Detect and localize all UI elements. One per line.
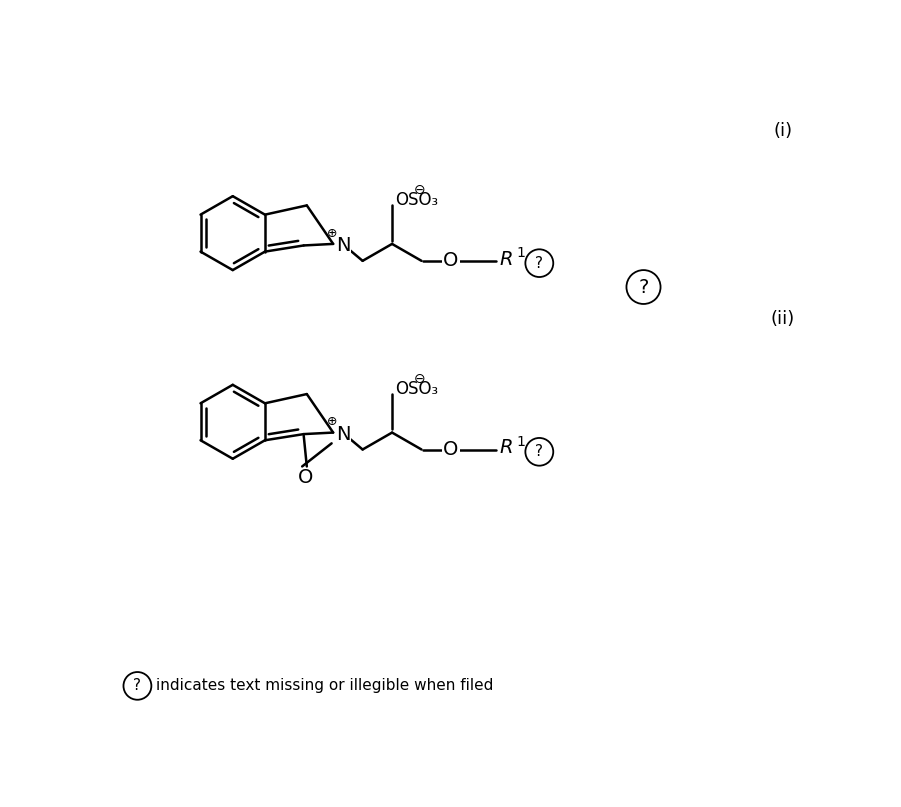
Text: O: O	[443, 440, 459, 459]
Text: 1: 1	[516, 435, 525, 449]
Text: O: O	[443, 251, 459, 270]
Text: R: R	[499, 250, 513, 269]
Text: O: O	[297, 468, 313, 487]
Text: (i): (i)	[773, 123, 793, 140]
Text: OSO₃: OSO₃	[396, 191, 438, 209]
Text: N: N	[336, 236, 350, 255]
Text: OSO₃: OSO₃	[396, 379, 438, 398]
Text: ?: ?	[638, 278, 649, 296]
Text: ⊖: ⊖	[414, 183, 426, 197]
Text: ⊕: ⊕	[327, 416, 338, 429]
Text: ⊖: ⊖	[414, 372, 426, 386]
Text: 1: 1	[516, 246, 525, 260]
Text: R: R	[499, 438, 513, 458]
Text: ⊕: ⊕	[327, 227, 338, 240]
Text: N: N	[336, 424, 350, 444]
Text: indicates text missing or illegible when filed: indicates text missing or illegible when…	[156, 679, 494, 693]
Text: ?: ?	[535, 256, 543, 270]
Text: ?: ?	[133, 679, 141, 693]
Text: ?: ?	[535, 445, 543, 459]
Text: (ii): (ii)	[771, 311, 795, 328]
